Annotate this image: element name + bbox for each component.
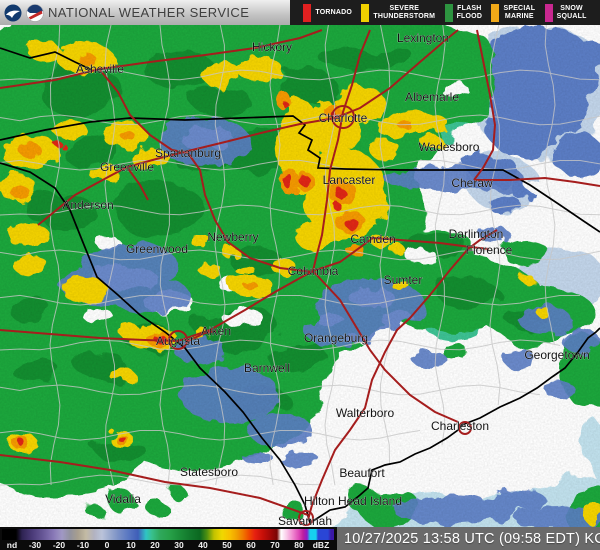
legend-swatch <box>444 3 453 22</box>
city-label-orangeburg: Orangeburg <box>304 331 368 345</box>
legend-label: FLASH FLOOD <box>456 4 483 20</box>
scale-label-dBZ: dBZ <box>312 540 330 550</box>
scale-label-80: 80 <box>294 540 304 550</box>
status-bar: 10/27/2025 13:58 UTC (09:58 EDT) KCAE <box>337 527 600 550</box>
reflectivity-scale: nd -30 -20 -10 0 10 20 30 40 50 60 70 80 dBZ <box>0 527 337 550</box>
city-label-lancaster: Lancaster <box>323 173 376 187</box>
agency-title: NATIONAL WEATHER SERVICE <box>48 5 250 20</box>
city-labels: Hickory Asheville Lexington Albemarle Charlo… <box>62 31 590 527</box>
city-label-columbia: Columbia <box>288 264 339 278</box>
city-label-hickory: Hickory <box>252 40 292 54</box>
dbz-scale-labels: nd -30 -20 -10 0 10 20 30 40 50 60 70 80 dBZ <box>0 540 337 550</box>
city-label-hilton-head-island: Hilton Head Island <box>304 494 402 508</box>
city-label-vidalia: Vidalia <box>105 492 141 506</box>
city-label-florence: Florence <box>466 243 513 257</box>
city-label-cheraw: Cheraw <box>451 176 493 190</box>
scale-label-30: 30 <box>174 540 184 550</box>
nws-brand: NATIONAL WEATHER SERVICE <box>0 0 290 25</box>
noaa-logo-icon <box>4 4 22 21</box>
legend-swatch <box>361 3 370 22</box>
legend-label: SEVERE THUNDERSTORM <box>373 4 436 20</box>
legend-item-tornado: TORNADO <box>303 3 353 22</box>
legend-item-snow-squall: SNOW SQUALL <box>544 3 587 22</box>
header-bar: NATIONAL WEATHER SERVICE TORNADO SEVERE TH… <box>0 0 600 25</box>
highways <box>0 29 600 526</box>
city-label-sumter: Sumter <box>384 273 423 287</box>
scale-label-10: 10 <box>126 540 136 550</box>
city-label-walterboro: Walterboro <box>336 406 395 420</box>
legend-item-severe-thunderstorm: SEVERE THUNDERSTORM <box>361 3 436 22</box>
city-label-anderson: Anderson <box>62 198 113 212</box>
radar-grain-texture <box>0 25 600 527</box>
city-label-lexington: Lexington <box>397 31 449 45</box>
city-label-spartanburg: Spartanburg <box>155 146 221 160</box>
timestamp: 10/27/2025 13:58 UTC (09:58 EDT) KCAE <box>344 530 600 547</box>
scale-label-0: 0 <box>104 540 110 550</box>
city-label-greenville: Greenville <box>100 160 154 174</box>
scale-label-60: 60 <box>246 540 256 550</box>
legend-label: TORNADO <box>315 8 353 16</box>
city-label-beaufort: Beaufort <box>339 466 385 480</box>
nws-logo-icon <box>26 3 44 22</box>
scale-label--30: -30 <box>28 540 42 550</box>
warning-legend: TORNADO SEVERE THUNDERSTORM FLASH FLOOD SPECI… <box>290 0 600 25</box>
radar-canvas: Hickory Asheville Lexington Albemarle Charlo… <box>0 25 600 527</box>
city-label-augusta: Augusta <box>156 334 200 348</box>
city-label-darlington: Darlington <box>449 227 504 241</box>
city-label-charlotte: Charlotte <box>319 111 368 125</box>
scale-label-50: 50 <box>222 540 232 550</box>
city-label-charleston: Charleston <box>431 419 489 433</box>
city-label-asheville: Asheville <box>76 62 124 76</box>
scale-label--20: -20 <box>52 540 66 550</box>
legend-swatch <box>491 3 500 22</box>
legend-item-special-marine: SPECIAL MARINE <box>491 3 536 22</box>
legend-label: SNOW SQUALL <box>556 4 587 20</box>
city-label-georgetown: Georgetown <box>524 348 589 362</box>
city-label-barnwell: Barnwell <box>244 361 290 375</box>
scale-label-70: 70 <box>270 540 280 550</box>
dbz-gradient-bar <box>2 529 334 540</box>
radar-map[interactable]: Hickory Asheville Lexington Albemarle Charlo… <box>0 25 600 527</box>
legend-swatch <box>303 3 312 22</box>
city-label-newberry: Newberry <box>207 230 258 244</box>
legend-item-flash-flood: FLASH FLOOD <box>444 3 483 22</box>
scale-label--10: -10 <box>76 540 90 550</box>
scale-label-20: 20 <box>150 540 160 550</box>
scale-label-40: 40 <box>198 540 208 550</box>
city-label-wadesboro: Wadesboro <box>419 140 480 154</box>
scale-label-nd: nd <box>6 540 18 550</box>
city-label-statesboro: Statesboro <box>180 465 238 479</box>
city-label-aiken: Aiken <box>201 324 231 338</box>
city-label-savannah: Savannah <box>278 514 332 527</box>
legend-label: SPECIAL MARINE <box>503 4 536 20</box>
city-label-greenwood: Greenwood <box>126 242 188 256</box>
city-label-albemarle: Albemarle <box>405 90 459 104</box>
city-label-camden: Camden <box>350 232 395 246</box>
legend-swatch <box>544 3 553 22</box>
